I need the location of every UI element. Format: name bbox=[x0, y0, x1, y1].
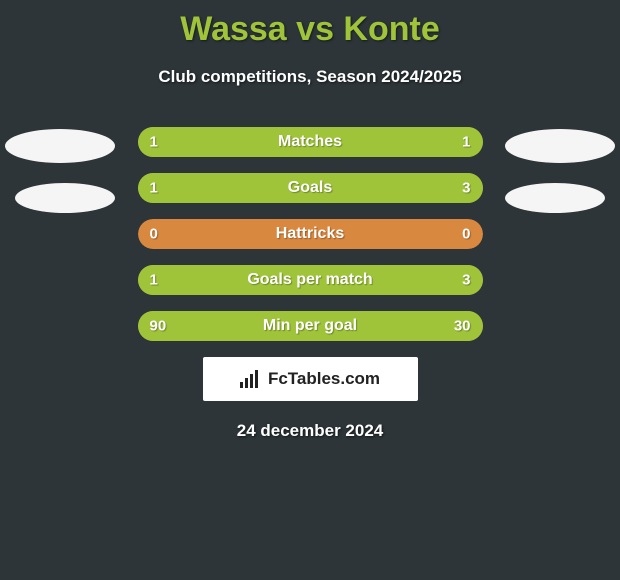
source-badge: FcTables.com bbox=[203, 357, 418, 401]
row-label: Matches bbox=[278, 133, 342, 151]
row-value-right: 3 bbox=[462, 272, 470, 289]
row-value-left: 1 bbox=[150, 134, 158, 151]
row-value-right: 3 bbox=[462, 180, 470, 197]
player-right-avatar-2 bbox=[505, 183, 605, 213]
row-fill-right bbox=[407, 311, 483, 341]
row-value-right: 1 bbox=[462, 134, 470, 151]
comparison-chart: 1 1 Matches 1 3 Goals 0 0 Hattricks 1 3 Goals per m… bbox=[0, 127, 620, 341]
row-label: Goals per match bbox=[247, 271, 372, 289]
stat-row: 0 0 Hattricks bbox=[138, 219, 483, 249]
stat-row: 1 1 Matches bbox=[138, 127, 483, 157]
chart-rows: 1 1 Matches 1 3 Goals 0 0 Hattricks 1 3 Goals per m… bbox=[138, 127, 483, 341]
stat-row: 1 3 Goals bbox=[138, 173, 483, 203]
row-label: Min per goal bbox=[263, 317, 357, 335]
row-value-left: 1 bbox=[150, 272, 158, 289]
subtitle: Club competitions, Season 2024/2025 bbox=[0, 67, 620, 87]
row-label: Hattricks bbox=[276, 225, 344, 243]
row-value-right: 0 bbox=[462, 226, 470, 243]
row-value-left: 0 bbox=[150, 226, 158, 243]
bar-chart-icon bbox=[240, 370, 262, 388]
row-value-right: 30 bbox=[454, 318, 471, 335]
footer-date: 24 december 2024 bbox=[0, 421, 620, 441]
row-fill-right bbox=[213, 173, 482, 203]
row-value-left: 1 bbox=[150, 180, 158, 197]
row-label: Goals bbox=[288, 179, 332, 197]
stat-row: 90 30 Min per goal bbox=[138, 311, 483, 341]
page-title: Wassa vs Konte bbox=[0, 0, 620, 49]
player-left-avatar-1 bbox=[5, 129, 115, 163]
stat-row: 1 3 Goals per match bbox=[138, 265, 483, 295]
row-value-left: 90 bbox=[150, 318, 167, 335]
source-badge-text: FcTables.com bbox=[268, 369, 380, 389]
player-left-avatar-2 bbox=[15, 183, 115, 213]
player-right-avatar-1 bbox=[505, 129, 615, 163]
